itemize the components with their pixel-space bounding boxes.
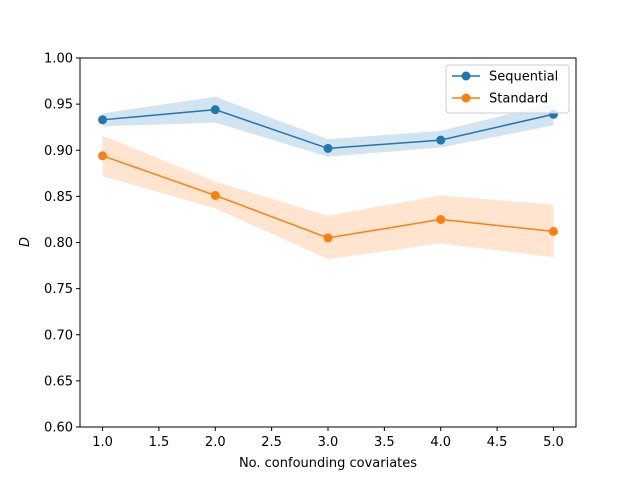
y-tick-label: 0.65 xyxy=(44,374,73,389)
y-tick-label: 0.60 xyxy=(44,421,73,436)
x-axis-label: No. confounding covariates xyxy=(239,456,417,471)
legend-marker-sequential xyxy=(461,71,471,81)
legend-label-standard: Standard xyxy=(489,92,548,107)
point-sequential-2 xyxy=(210,105,220,115)
legend-marker-standard xyxy=(461,93,471,103)
y-tick-label: 0.75 xyxy=(44,282,73,297)
x-tick-label: 2.0 xyxy=(205,435,226,450)
y-tick-label: 0.90 xyxy=(44,144,73,159)
y-tick-label: 0.70 xyxy=(44,328,73,343)
x-axis: 1.0 1.5 2.0 2.5 3.0 3.5 4.0 4.5 5.0 xyxy=(92,427,564,450)
x-tick-label: 2.5 xyxy=(261,435,282,450)
point-sequential-1 xyxy=(98,115,108,125)
y-tick-label: 0.85 xyxy=(44,190,73,205)
point-standard-4 xyxy=(436,214,446,224)
legend-label-sequential: Sequential xyxy=(489,70,558,85)
x-tick-label: 3.0 xyxy=(318,435,339,450)
y-tick-label: 0.80 xyxy=(44,236,73,251)
x-tick-label: 5.0 xyxy=(543,435,564,450)
y-tick-label: 0.95 xyxy=(44,98,73,113)
band-standard xyxy=(102,135,554,260)
point-sequential-4 xyxy=(436,135,446,145)
x-tick-label: 1.0 xyxy=(92,435,113,450)
x-tick-label: 1.5 xyxy=(149,435,170,450)
y-axis: 0.60 0.65 0.70 0.75 0.80 0.85 0.90 0.95 1.00 xyxy=(44,52,80,436)
legend: Sequential Standard xyxy=(445,64,570,114)
x-tick-label: 4.0 xyxy=(430,435,451,450)
point-sequential-3 xyxy=(323,143,333,153)
point-standard-2 xyxy=(210,190,220,200)
y-tick-label: 1.00 xyxy=(44,52,73,67)
x-tick-label: 4.5 xyxy=(487,435,508,450)
y-axis-label: D xyxy=(18,237,33,247)
point-standard-5 xyxy=(548,226,558,236)
legend-box xyxy=(445,64,570,114)
point-standard-3 xyxy=(323,233,333,243)
point-standard-1 xyxy=(98,151,108,161)
x-tick-label: 3.5 xyxy=(374,435,395,450)
